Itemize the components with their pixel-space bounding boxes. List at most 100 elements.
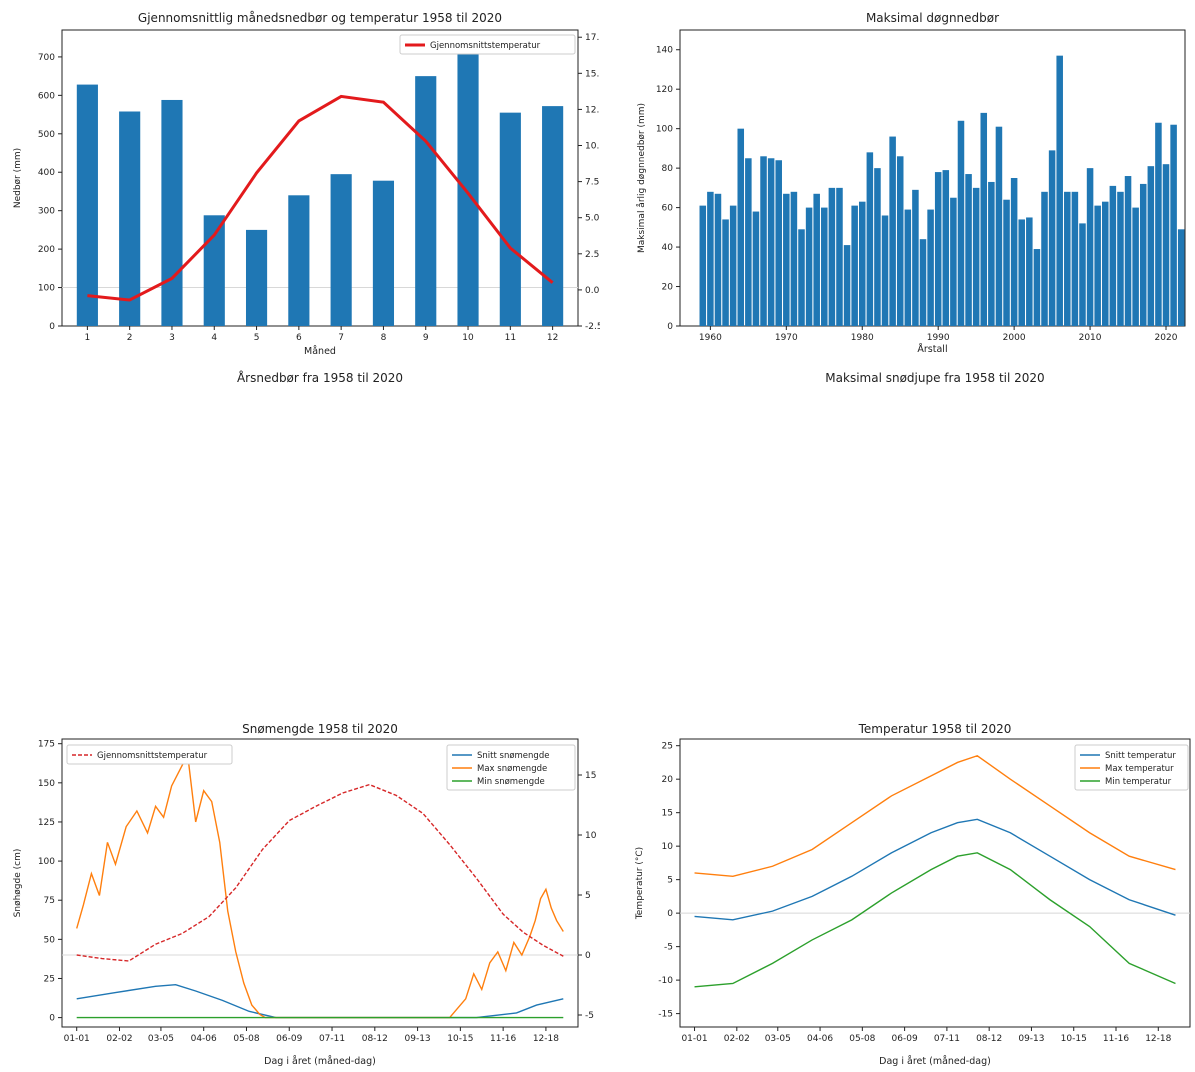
x-tick-label: 2 (127, 333, 133, 343)
x-tick-label: 04-06 (191, 1034, 217, 1044)
y-tick-label: 15 (662, 809, 673, 819)
x-tick-label: 2020 (1155, 333, 1178, 343)
x-tick-label: 5 (254, 333, 260, 343)
right-y-tick-label: 7.5 (585, 178, 599, 188)
y-tick-label: 100 (656, 125, 673, 135)
x-tick-label: 04-06 (807, 1034, 833, 1044)
legend-label: Gjennomsnittstemperatur (97, 751, 208, 761)
chart-title: Maksimal snødjupe fra 1958 til 2020 (825, 371, 1044, 385)
y-tick-label: 150 (38, 779, 55, 789)
x-tick-label: 10 (462, 333, 474, 343)
bar (798, 229, 805, 326)
legend-box (446, 744, 576, 791)
bar (699, 205, 707, 326)
series-line (76, 752, 564, 1019)
y-tick-label: 125 (38, 818, 55, 828)
x-tick-label: 12-18 (533, 1034, 559, 1044)
series-line (76, 783, 564, 962)
bar (980, 112, 988, 326)
bar (813, 193, 820, 326)
bar (1124, 176, 1132, 326)
x-tick-label: 01-01 (681, 1034, 707, 1044)
bar (1064, 191, 1071, 326)
bar (904, 209, 912, 326)
bar (912, 189, 919, 326)
bar (1101, 201, 1109, 326)
bar (499, 112, 521, 326)
bar (1109, 185, 1117, 326)
series-line (694, 852, 1176, 988)
legend-label: Snitt snømengde (477, 751, 549, 761)
right-y-tick-label: 12.5 (585, 105, 600, 115)
bar (1139, 183, 1147, 326)
legend-label: Gjennomsnittstemperatur (430, 41, 541, 51)
x-tick-label: 2000 (1003, 333, 1026, 343)
bar (950, 197, 957, 326)
bar (245, 229, 268, 326)
x-tick-label: 05-08 (849, 1034, 875, 1044)
bar (836, 187, 843, 326)
bar (722, 219, 729, 326)
series-line (694, 754, 1176, 878)
bar (1003, 199, 1010, 326)
y-axis-label: Nedbør (mm) (13, 148, 23, 208)
x-tick-label: 11 (505, 333, 516, 343)
chart-snow-amount: Snømengde 1958 til 202002550751001251501… (13, 722, 619, 1067)
legend-box (399, 34, 576, 55)
x-tick-label: 07-11 (319, 1034, 345, 1044)
bar (457, 53, 479, 326)
bar (1170, 124, 1177, 326)
bar (752, 211, 760, 326)
x-tick-label: 12-18 (1145, 1034, 1171, 1044)
y-tick-label: 25 (44, 974, 55, 984)
right-y-tick-label: 5 (585, 891, 591, 901)
chart-panel-max-daily: Maksimal døgnnedbør 0 20 40 60 80 100 120 140 196… (600, 0, 1195, 360)
bar (1086, 168, 1094, 326)
bar (874, 168, 881, 326)
y-tick-label: -10 (658, 976, 673, 986)
bar (76, 84, 98, 327)
x-tick-label: 6 (296, 333, 302, 343)
y-tick-label: 20 (662, 283, 674, 293)
y-tick-label: 20 (662, 775, 674, 785)
bar (1147, 166, 1155, 326)
bar (1117, 191, 1124, 326)
y-tick-label: 400 (38, 168, 55, 178)
y-tick-label: 300 (38, 207, 55, 217)
right-y-tick-label: 2.5 (585, 250, 599, 260)
bar (858, 201, 866, 326)
y-tick-label: 0 (667, 322, 673, 332)
bar (896, 156, 904, 326)
chart-temperature: Temperatur 1958 til 2020 -15 -10 -5 0 5 10 15 20… (635, 722, 1191, 1067)
y-tick-label: 40 (662, 243, 674, 253)
x-tick-label: 07-11 (934, 1034, 960, 1044)
bar (790, 191, 798, 326)
x-tick-label: 1990 (927, 333, 950, 343)
right-y-tick-label: 10 (585, 831, 597, 841)
x-tick-label: 1960 (699, 333, 722, 343)
x-tick-label: 06-09 (276, 1034, 302, 1044)
x-tick-label: 02-02 (106, 1034, 132, 1044)
bar (828, 187, 836, 326)
legend-label: Max temperatur (1105, 764, 1174, 774)
bar (988, 181, 995, 326)
temperature-line (87, 94, 554, 302)
chart-title: Maksimal døgnnedbør (866, 11, 999, 25)
x-tick-label: 9 (423, 333, 429, 343)
x-tick-label: 03-05 (765, 1034, 791, 1044)
bar (1048, 150, 1056, 326)
bar (203, 215, 225, 326)
plot-frame (61, 29, 579, 327)
y-tick-label: 0 (667, 909, 673, 919)
y-tick-label: -15 (658, 1010, 673, 1020)
x-tick-label: 1980 (851, 333, 874, 343)
right-y-tick-label: -2.5 (585, 322, 600, 332)
y-axis-label: Temperatur (°C) (635, 847, 645, 920)
x-axis-label: Dag i året (måned-dag) (879, 1056, 991, 1067)
bar (767, 158, 775, 326)
bar (745, 158, 752, 326)
chart-title: Årsnedbør fra 1958 til 2020 (237, 370, 403, 385)
bar (415, 76, 437, 326)
bar (1018, 219, 1025, 326)
legend-box (66, 744, 233, 765)
